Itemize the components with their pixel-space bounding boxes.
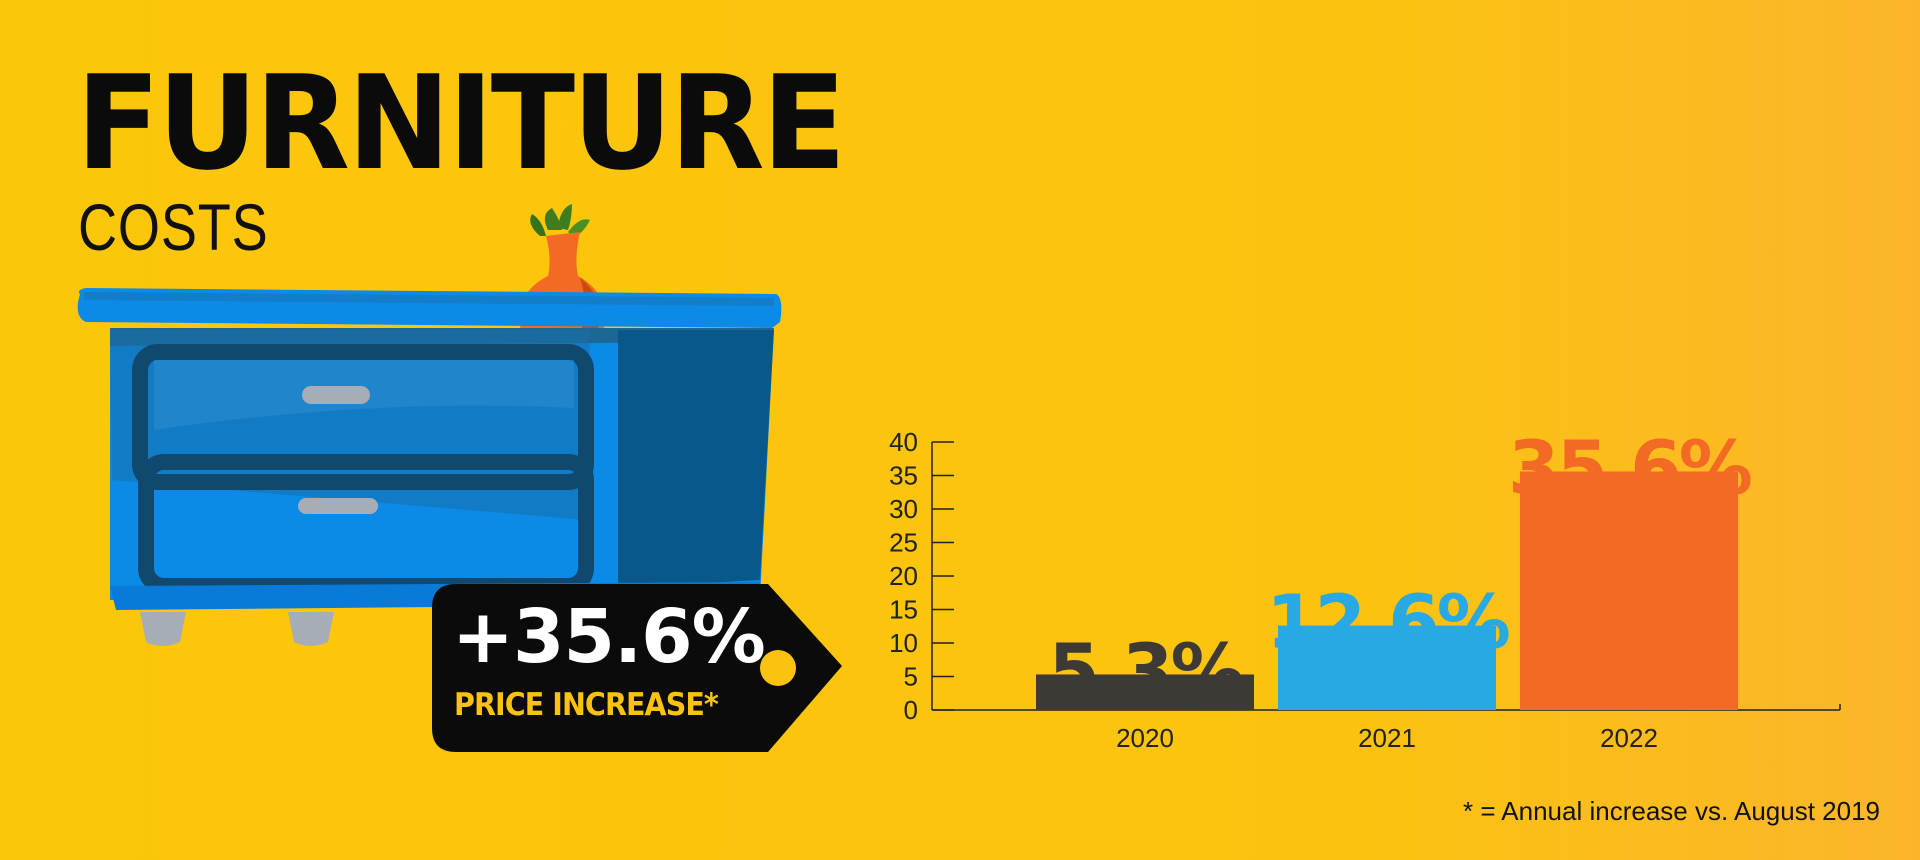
dresser-illustration [77, 204, 782, 646]
bar [1520, 471, 1738, 710]
bar-value-label: 12.6% [1266, 580, 1509, 666]
x-tick-label: 2020 [1116, 723, 1174, 753]
x-tick-label: 2022 [1600, 723, 1658, 753]
price-tag-label: PRICE INCREASE* [454, 687, 719, 723]
y-tick-label: 10 [889, 628, 918, 658]
price-tag [432, 584, 842, 752]
bar-value-label: 5.3% [1048, 628, 1242, 714]
chart-bars: 5.3% 2020 12.6% 2021 35.6% 2022 [1036, 425, 1754, 753]
page-subtitle: COSTS [78, 190, 269, 264]
y-tick-label: 35 [889, 461, 918, 491]
y-tick-label: 25 [889, 528, 918, 558]
y-tick-label: 20 [889, 561, 918, 591]
bar [1278, 625, 1496, 710]
bar [1036, 674, 1254, 710]
y-tick-label: 40 [889, 427, 918, 457]
price-tag-value: +35.6% [452, 594, 766, 680]
bar-value-label: 35.6% [1508, 425, 1751, 511]
y-tick-label: 30 [889, 494, 918, 524]
y-tick-label: 5 [904, 662, 918, 692]
x-tick-label: 2021 [1358, 723, 1416, 753]
price-tag-hole [760, 650, 796, 686]
y-tick-label: 15 [889, 595, 918, 625]
y-tick-label: 0 [904, 695, 918, 725]
page-title: FURNITURE [76, 47, 846, 199]
footnote: * = Annual increase vs. August 2019 [1462, 796, 1880, 826]
